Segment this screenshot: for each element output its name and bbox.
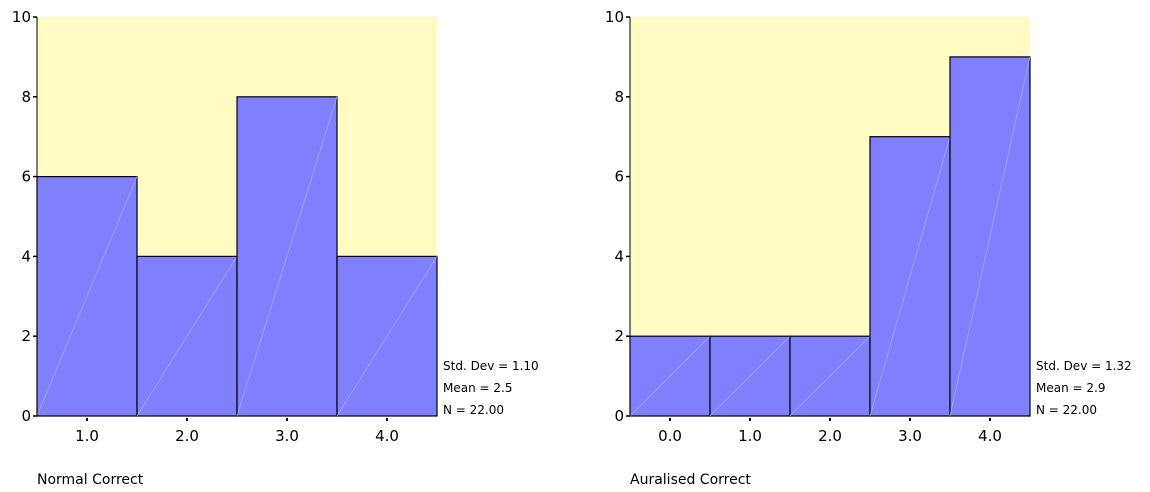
histogram-panel-2: 0 2 4 6 8 10 0.0 1.0 2.0 3.0 4.0 Std. Dev = 1.32 Mea… <box>605 8 1132 488</box>
bar-shading-line <box>869 136 951 417</box>
bar-shading-line <box>709 335 791 417</box>
x-tick-label: 3.0 <box>898 427 922 445</box>
stats-line: Std. Dev = 1.32 <box>1036 359 1132 373</box>
bar-shading-line <box>789 335 871 417</box>
stats-line: Mean = 2.5 <box>443 381 512 395</box>
stats-line: N = 22.00 <box>443 403 504 417</box>
stats-line: Std. Dev = 1.10 <box>443 359 539 373</box>
y-tick-label: 2 <box>614 327 624 345</box>
x-tick-label: 1.0 <box>738 427 762 445</box>
x-tick-label: 2.0 <box>175 427 199 445</box>
y-tick-label: 2 <box>21 327 31 345</box>
histogram-panel-1: 0 2 4 6 8 10 1.0 2.0 3.0 4.0 Std. Dev = 1.10 Mean =… <box>12 8 539 488</box>
y-tick-label: 0 <box>21 407 31 425</box>
bar-shading-line <box>336 256 438 417</box>
y-tick-label: 10 <box>605 8 624 26</box>
bar-shading-line <box>236 96 338 417</box>
y-tick-label: 6 <box>614 168 624 186</box>
y-tick-label: 8 <box>614 88 624 106</box>
bar-shading-line <box>949 56 1031 417</box>
y-tick-label: 8 <box>21 88 31 106</box>
y-tick-label: 0 <box>614 407 624 425</box>
stats-line: N = 22.00 <box>1036 403 1097 417</box>
y-tick-label: 4 <box>614 247 624 265</box>
x-tick-label: 2.0 <box>818 427 842 445</box>
y-tick-label: 6 <box>21 168 31 186</box>
y-tick-label: 10 <box>12 8 31 26</box>
x-tick-label: 4.0 <box>978 427 1002 445</box>
x-axis-title: Normal Correct <box>37 472 144 488</box>
x-tick-label: 3.0 <box>275 427 299 445</box>
x-tick-label: 4.0 <box>375 427 399 445</box>
x-tick-label: 1.0 <box>75 427 99 445</box>
x-tick-label: 0.0 <box>658 427 682 445</box>
y-tick-label: 4 <box>21 247 31 265</box>
x-axis-title: Auralised Correct <box>630 472 751 488</box>
bar-shading-line <box>136 256 238 417</box>
bar-shading-line <box>36 176 138 417</box>
bar-shading-line <box>629 335 711 417</box>
stats-line: Mean = 2.9 <box>1036 381 1105 395</box>
